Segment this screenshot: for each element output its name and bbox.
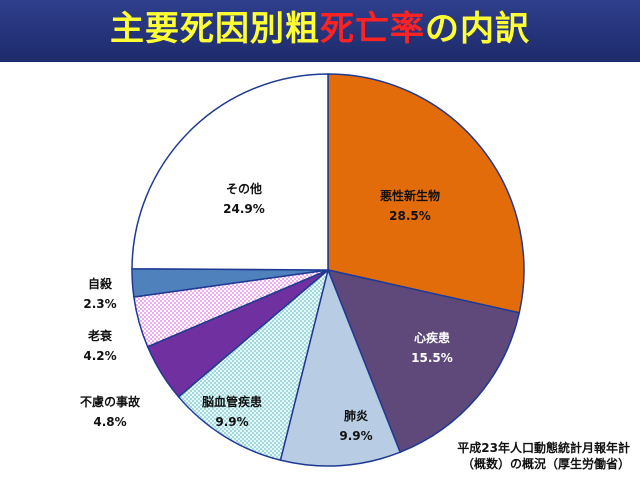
pie-slice-7 [131,73,329,271]
slice-value-4: 4.8% [93,415,126,429]
slice-label-5: 老衰 [88,328,113,343]
slice-label-7: その他 [226,181,262,196]
slice-label-6: 自殺 [88,276,113,291]
slice-label-2: 肺炎 [344,408,368,423]
title-text-1: 主要死因別粗 [110,9,320,49]
source-note: 平成23年人口動態統計月報年計 （概数）の概況（厚生労働省） [457,440,630,472]
slice-value-1: 15.5% [411,351,453,365]
source-line-1: 平成23年人口動態統計月報年計 [457,441,630,455]
slice-label-3: 脳血管疾患 [202,394,262,409]
slice-label-1: 心疾患 [414,330,450,345]
slice-value-2: 9.9% [339,429,372,443]
slice-label-4: 不慮の事故 [80,394,141,409]
pie-slice-2 [279,267,402,467]
slice-value-0: 28.5% [389,209,431,223]
slice-value-7: 24.9% [223,202,265,216]
slice-value-3: 9.9% [215,415,248,429]
slice-value-5: 4.2% [83,349,116,363]
source-line-2: （概数）の概況（厚生労働省） [461,457,630,471]
title-text-highlight: 死亡率 [320,9,425,49]
slice-label-0: 悪性新生物 [380,188,440,203]
pie-slice-0 [327,73,525,314]
title-bar: 主要死因別粗死亡率の内訳 [0,0,640,62]
title-text-2: の内訳 [425,9,530,49]
pie-slice-3 [177,267,330,462]
pie-slice-1 [326,268,521,454]
slice-value-6: 2.3% [83,297,116,311]
